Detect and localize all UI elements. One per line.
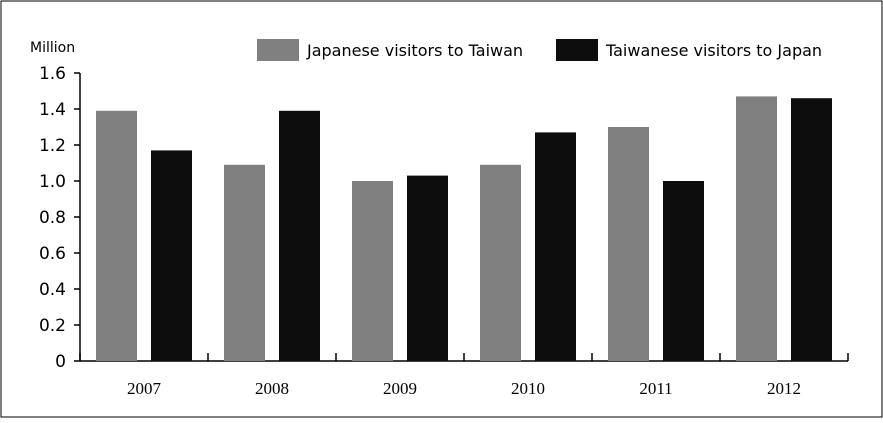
y-tick-label: 0.4 bbox=[39, 280, 66, 300]
y-axis: 0 0.2 0.4 0.6 0.8 1.0 1.2 1.4 1.6 bbox=[39, 64, 81, 372]
x-category-label: 2010 bbox=[511, 379, 545, 398]
y-tick-label: 1.4 bbox=[39, 100, 66, 120]
y-tick-label: 1.0 bbox=[39, 172, 66, 192]
bar-series-1 bbox=[352, 181, 393, 361]
bar-series-1 bbox=[224, 164, 265, 361]
bar-series-2 bbox=[791, 98, 832, 361]
bar-series-1 bbox=[608, 127, 649, 361]
bar-series-2 bbox=[151, 150, 192, 361]
legend: Japanese visitors to Taiwan Taiwanese vi… bbox=[257, 39, 822, 61]
legend-swatch-series-1 bbox=[257, 39, 299, 61]
bar-series-1 bbox=[480, 164, 521, 361]
legend-label-series-2: Taiwanese visitors to Japan bbox=[605, 41, 822, 60]
y-tick-label: 1.2 bbox=[39, 136, 66, 156]
y-tick-label: 0.6 bbox=[39, 244, 66, 264]
bar-series-2 bbox=[279, 110, 320, 361]
y-tick-label: 0.2 bbox=[39, 316, 66, 336]
legend-label-series-1: Japanese visitors to Taiwan bbox=[306, 41, 523, 60]
bar-series-1 bbox=[736, 96, 777, 362]
y-unit-label: Million bbox=[30, 40, 75, 56]
bar-series-2 bbox=[535, 132, 576, 361]
y-tick-label: 1.6 bbox=[39, 64, 66, 84]
bars bbox=[96, 96, 832, 362]
x-category-label: 2007 bbox=[127, 379, 162, 398]
legend-swatch-series-2 bbox=[556, 39, 598, 61]
x-category-label: 2008 bbox=[255, 379, 289, 398]
x-category-label: 2009 bbox=[383, 379, 417, 398]
bar-series-2 bbox=[663, 181, 704, 361]
x-category-label: 2011 bbox=[639, 379, 672, 398]
x-axis: 2007 2008 2009 2010 2011 2012 bbox=[79, 353, 849, 398]
y-tick-label: 0 bbox=[55, 352, 66, 372]
bar-series-2 bbox=[407, 175, 448, 361]
bar-series-1 bbox=[96, 110, 137, 361]
x-category-label: 2012 bbox=[767, 379, 801, 398]
y-tick-label: 0.8 bbox=[39, 208, 66, 228]
